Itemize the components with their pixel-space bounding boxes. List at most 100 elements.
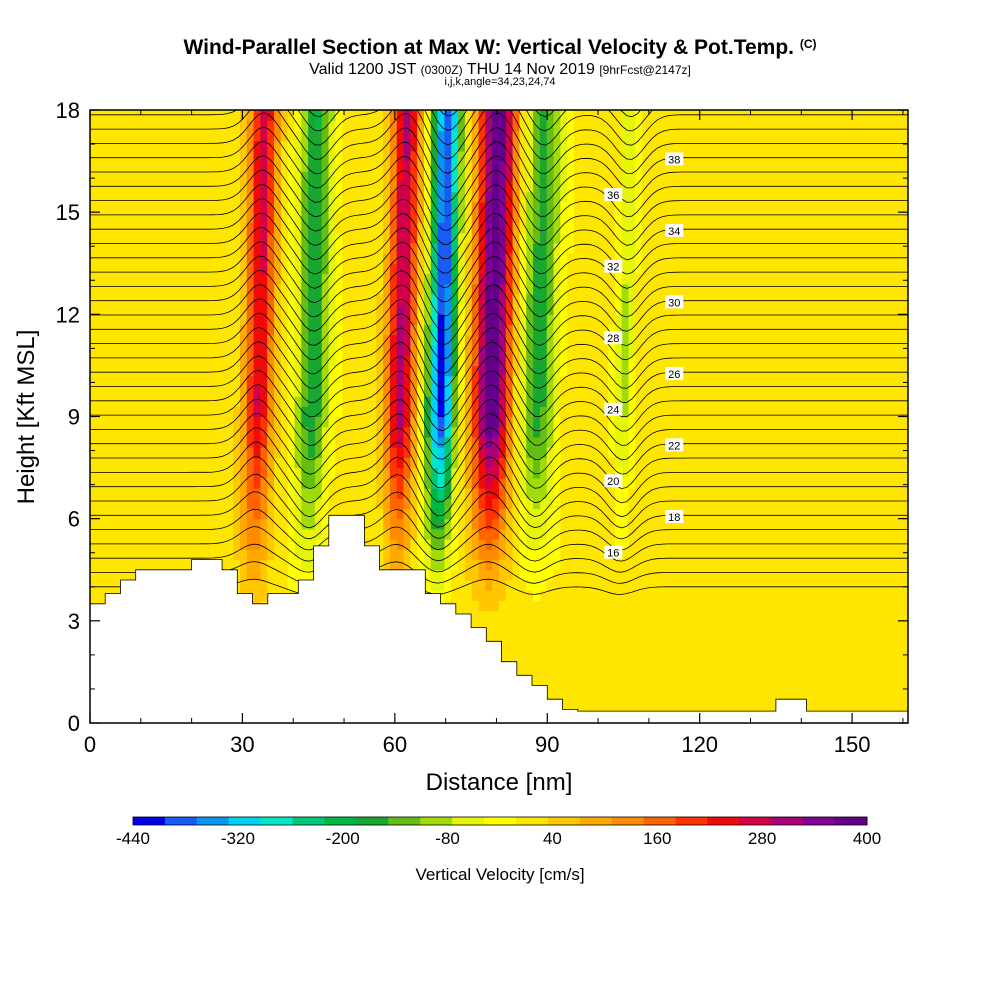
field-cell <box>328 467 336 479</box>
field-cell <box>444 498 452 510</box>
field-cell <box>655 682 664 693</box>
field-cell <box>144 457 152 469</box>
field-cell <box>478 130 486 142</box>
field-cell <box>648 253 657 264</box>
field-cell <box>519 447 527 458</box>
field-cell <box>424 539 432 550</box>
field-cell <box>614 242 623 254</box>
field-cell <box>573 620 582 632</box>
field-cell <box>505 569 514 581</box>
field-cell <box>642 314 650 326</box>
field-cell <box>587 651 596 663</box>
field-cell <box>185 120 193 132</box>
field-cell <box>608 488 616 499</box>
field-cell <box>567 181 575 193</box>
field-cell <box>355 355 364 367</box>
field-cell <box>158 426 166 438</box>
field-cell <box>451 242 459 254</box>
field-cell <box>151 528 159 540</box>
field-cell <box>553 273 561 285</box>
field-cell <box>512 426 521 438</box>
field-cell <box>587 692 596 704</box>
field-cell <box>546 355 555 367</box>
field-cell <box>403 120 411 132</box>
field-cell <box>478 171 486 183</box>
field-cell <box>601 344 609 356</box>
field-cell <box>130 467 139 479</box>
field-cell <box>464 222 473 234</box>
field-cell <box>199 293 207 305</box>
field-cell <box>137 447 146 458</box>
field-cell <box>158 518 166 530</box>
field-cell <box>355 273 364 285</box>
field-cell <box>355 375 364 387</box>
field-cell <box>212 498 221 510</box>
field-cell <box>96 161 105 172</box>
field-cell <box>628 110 636 121</box>
field-cell <box>437 293 446 305</box>
field-cell <box>573 110 582 121</box>
field-cell <box>117 293 125 305</box>
field-cell <box>655 702 664 714</box>
field-cell <box>594 273 602 285</box>
field-cell <box>274 365 282 377</box>
field-cell <box>389 508 398 520</box>
field-cell <box>151 488 159 499</box>
field-cell <box>171 283 180 295</box>
field-cell <box>199 426 207 438</box>
field-cell <box>642 212 650 223</box>
field-cell <box>594 161 602 172</box>
field-cell <box>621 232 630 244</box>
field-cell <box>614 528 623 540</box>
field-cell <box>621 610 630 622</box>
field-cell <box>103 539 112 550</box>
field-cell <box>110 110 118 121</box>
field-cell <box>437 569 446 581</box>
field-cell <box>621 436 630 448</box>
field-cell <box>96 447 105 458</box>
field-cell <box>553 232 561 244</box>
field-cell <box>478 324 486 336</box>
field-cell <box>512 375 521 387</box>
field-cell <box>567 477 575 489</box>
field-cell <box>594 610 602 622</box>
field-cell <box>471 150 480 162</box>
field-cell <box>614 610 623 622</box>
field-cell <box>130 334 139 346</box>
field-cell <box>601 518 609 530</box>
field-cell <box>280 518 289 530</box>
field-cell <box>158 293 166 305</box>
field-cell <box>553 467 561 479</box>
field-cell <box>253 171 262 183</box>
field-cell <box>533 242 541 254</box>
field-cell <box>144 232 152 244</box>
field-cell <box>144 498 152 510</box>
field-cell <box>533 212 541 223</box>
field-cell <box>280 344 289 356</box>
field-cell <box>614 508 623 520</box>
field-cell <box>199 171 207 183</box>
field-cell <box>505 508 514 520</box>
field-cell <box>471 263 480 275</box>
field-cell <box>376 334 384 346</box>
field-cell <box>103 171 112 183</box>
field-cell <box>410 110 418 121</box>
field-cell <box>164 201 173 213</box>
field-cell <box>355 385 364 397</box>
field-cell <box>90 467 98 479</box>
field-cell <box>233 355 241 367</box>
field-cell <box>621 600 630 612</box>
field-cell <box>226 222 234 234</box>
field-cell <box>199 222 207 234</box>
field-cell <box>492 528 500 540</box>
field-cell <box>253 355 262 367</box>
field-cell <box>178 253 187 264</box>
field-cell <box>178 161 187 172</box>
field-cell <box>369 477 377 489</box>
field-cell <box>546 569 555 581</box>
field-cell <box>376 253 384 264</box>
field-cell <box>110 171 118 183</box>
field-cell <box>185 477 193 489</box>
field-cell <box>369 181 377 193</box>
field-cell <box>314 232 323 244</box>
